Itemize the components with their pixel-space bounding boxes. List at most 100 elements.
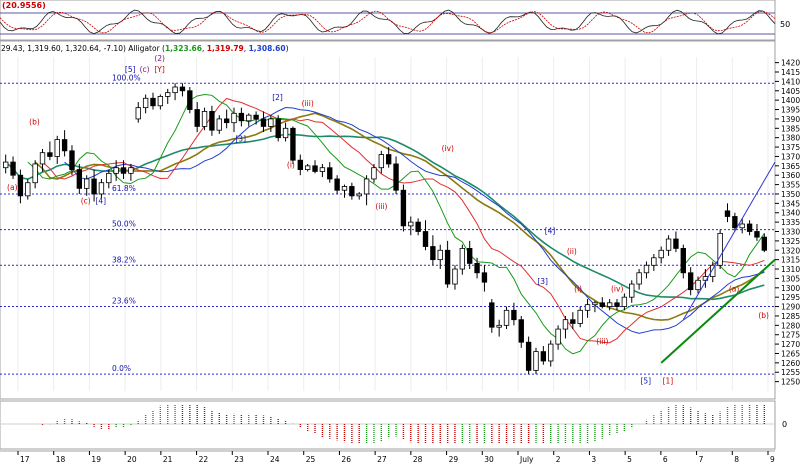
candle-body[interactable] xyxy=(356,193,362,197)
candle-body[interactable] xyxy=(238,112,245,122)
candle-body[interactable] xyxy=(540,351,547,362)
candle-body[interactable] xyxy=(452,268,458,285)
candle-body[interactable] xyxy=(268,118,274,127)
candle-body[interactable] xyxy=(496,324,502,328)
candle-body[interactable] xyxy=(246,114,252,122)
candle-body[interactable] xyxy=(621,296,628,307)
candle-body[interactable] xyxy=(106,172,112,184)
support-trendline[interactable] xyxy=(660,258,776,364)
candle-body[interactable] xyxy=(511,309,517,321)
candle-body[interactable] xyxy=(157,96,164,107)
candle-body[interactable] xyxy=(732,216,738,229)
candle-body[interactable] xyxy=(10,161,16,176)
candle-body[interactable] xyxy=(599,302,605,307)
candle-body[interactable] xyxy=(533,351,539,371)
candle-body[interactable] xyxy=(481,272,488,283)
candle-body[interactable] xyxy=(584,304,591,311)
candle-body[interactable] xyxy=(555,328,561,345)
candle-body[interactable] xyxy=(415,221,421,232)
candle-body[interactable] xyxy=(385,154,392,165)
candle-body[interactable] xyxy=(592,302,598,306)
candle-body[interactable] xyxy=(216,118,222,131)
candle-body[interactable] xyxy=(467,247,473,264)
candle-body[interactable] xyxy=(17,174,24,197)
candle-body[interactable] xyxy=(98,182,105,195)
candle-body[interactable] xyxy=(179,86,186,92)
candle-body[interactable] xyxy=(172,86,178,94)
candle-body[interactable] xyxy=(695,279,701,291)
candle-body[interactable] xyxy=(201,111,208,127)
candle-body[interactable] xyxy=(120,167,127,174)
candle-body[interactable] xyxy=(562,319,569,330)
candle-body[interactable] xyxy=(113,167,119,174)
candle-body[interactable] xyxy=(754,231,760,238)
candle-body[interactable] xyxy=(275,118,281,139)
candle-body[interactable] xyxy=(304,165,311,170)
candle-body[interactable] xyxy=(253,114,259,120)
candle-body[interactable] xyxy=(474,263,480,274)
candle-body[interactable] xyxy=(378,154,385,169)
candle-body[interactable] xyxy=(69,150,75,170)
candle-body[interactable] xyxy=(76,169,83,189)
candle-body[interactable] xyxy=(548,343,554,362)
candle-body[interactable] xyxy=(194,109,200,127)
candle-body[interactable] xyxy=(577,309,583,324)
candle-body[interactable] xyxy=(408,221,414,227)
candle-body[interactable] xyxy=(135,107,141,120)
candle-body[interactable] xyxy=(761,236,768,251)
candle-body[interactable] xyxy=(459,247,466,270)
candle-body[interactable] xyxy=(525,341,532,371)
candle-body[interactable] xyxy=(651,257,657,266)
candle-body[interactable] xyxy=(444,249,451,285)
candle-body[interactable] xyxy=(187,90,193,110)
candle-body[interactable] xyxy=(629,283,635,298)
channel-upper-line[interactable] xyxy=(682,161,776,320)
candle-body[interactable] xyxy=(636,272,642,285)
candle-body[interactable] xyxy=(680,247,686,274)
trend-lines[interactable] xyxy=(660,161,776,364)
candle-body[interactable] xyxy=(341,186,348,191)
candle-body[interactable] xyxy=(32,163,38,184)
candle-body[interactable] xyxy=(437,249,443,261)
candle-body[interactable] xyxy=(503,309,510,326)
candle-body[interactable] xyxy=(371,167,377,180)
candle-body[interactable] xyxy=(47,152,53,157)
candle-body[interactable] xyxy=(84,178,90,189)
candle-body[interactable] xyxy=(614,302,620,307)
candle-body[interactable] xyxy=(209,111,215,131)
candle-body[interactable] xyxy=(282,127,289,139)
candle-body[interactable] xyxy=(739,223,745,229)
candle-body[interactable] xyxy=(231,112,237,124)
candle-body[interactable] xyxy=(430,246,436,261)
candle-body[interactable] xyxy=(606,302,613,307)
candle-body[interactable] xyxy=(334,178,340,191)
candle-body[interactable] xyxy=(643,264,650,274)
candle-body[interactable] xyxy=(724,210,731,217)
candle-body[interactable] xyxy=(2,161,9,169)
candle-body[interactable] xyxy=(150,97,156,107)
candle-body[interactable] xyxy=(312,165,318,172)
candle-body[interactable] xyxy=(570,319,576,324)
candle-body[interactable] xyxy=(165,92,171,97)
candle-body[interactable] xyxy=(223,118,230,124)
candle-body[interactable] xyxy=(91,178,97,195)
candle-body[interactable] xyxy=(393,163,399,191)
candle-body[interactable] xyxy=(142,97,149,109)
candle-body[interactable] xyxy=(297,159,303,170)
candle-body[interactable] xyxy=(746,223,753,232)
candle-body[interactable] xyxy=(673,238,679,249)
candle-body[interactable] xyxy=(665,238,672,251)
candle-body[interactable] xyxy=(422,231,429,247)
candle-body[interactable] xyxy=(687,272,694,291)
candle-body[interactable] xyxy=(54,139,60,157)
candle-body[interactable] xyxy=(658,249,664,259)
candle-body[interactable] xyxy=(327,167,333,180)
candle-body[interactable] xyxy=(319,167,326,172)
candle-body[interactable] xyxy=(39,152,46,165)
candle-body[interactable] xyxy=(128,167,134,174)
candle-body[interactable] xyxy=(290,127,296,161)
candle-body[interactable] xyxy=(349,186,355,197)
candle-body[interactable] xyxy=(489,302,495,328)
candle-body[interactable] xyxy=(400,189,407,227)
